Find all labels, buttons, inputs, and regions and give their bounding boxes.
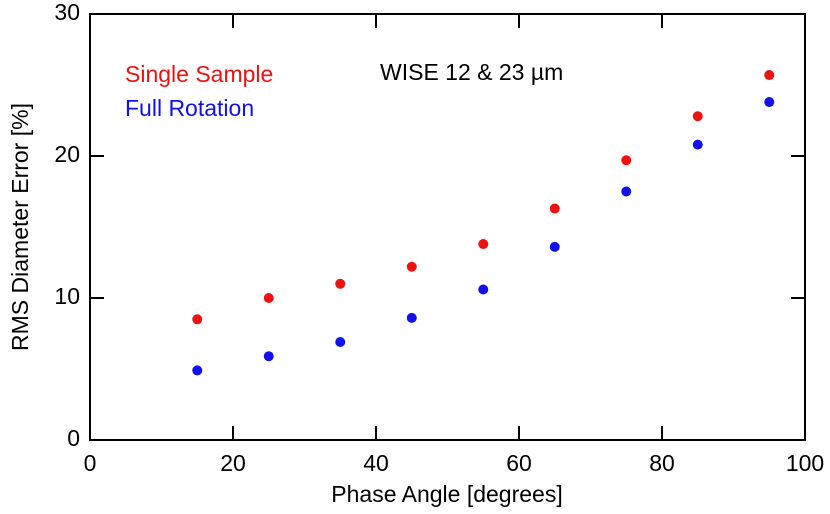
point bbox=[549, 203, 560, 214]
y-tick-label: 20 bbox=[54, 141, 80, 167]
point bbox=[335, 278, 346, 289]
point bbox=[192, 365, 203, 376]
x-tick-label: 80 bbox=[649, 450, 675, 476]
point bbox=[692, 111, 703, 122]
point bbox=[478, 284, 489, 295]
point bbox=[192, 314, 203, 325]
point bbox=[764, 70, 775, 81]
plot-frame bbox=[89, 13, 806, 441]
legend-entry: Single Sample bbox=[125, 61, 273, 87]
y-tick-label: 10 bbox=[54, 283, 80, 309]
x-tick-label: 60 bbox=[506, 450, 532, 476]
point bbox=[263, 351, 274, 362]
point bbox=[478, 239, 489, 250]
point bbox=[692, 139, 703, 150]
legend-entry: Full Rotation bbox=[125, 95, 254, 121]
point bbox=[764, 97, 775, 108]
x-axis-label: Phase Angle [degrees] bbox=[331, 481, 562, 507]
point bbox=[406, 312, 417, 323]
x-tick-label: 40 bbox=[363, 450, 389, 476]
annotation: WISE 12 & 23 µm bbox=[380, 59, 563, 85]
point bbox=[335, 337, 346, 348]
y-axis-label: RMS Diameter Error [%] bbox=[7, 103, 33, 351]
x-tick-label: 20 bbox=[220, 450, 246, 476]
y-tick-label: 30 bbox=[54, 0, 80, 25]
point bbox=[406, 261, 417, 272]
point bbox=[549, 241, 560, 252]
y-tick-label: 0 bbox=[67, 425, 80, 451]
point bbox=[263, 293, 274, 303]
point bbox=[621, 186, 632, 197]
x-tick-label: 0 bbox=[84, 450, 97, 476]
point bbox=[621, 155, 632, 166]
x-tick-label: 100 bbox=[786, 450, 824, 476]
